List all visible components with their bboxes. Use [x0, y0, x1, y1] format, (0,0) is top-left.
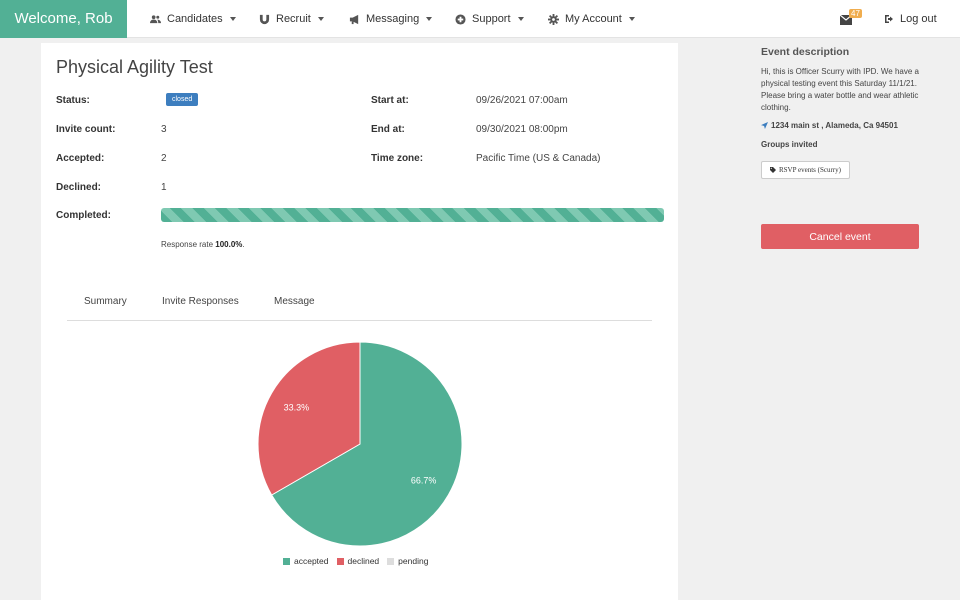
legend-label-declined: declined [347, 556, 380, 566]
group-tag-label: RSVP events (Scurry) [779, 166, 841, 174]
nav-messaging-label: Messaging [366, 13, 420, 25]
legend-swatch-accepted [283, 557, 290, 565]
invite-count-label: Invite count: [56, 124, 116, 135]
magnet-icon [259, 14, 270, 24]
pie-slice-accepted[interactable] [270, 341, 463, 547]
plus-circle-icon [455, 13, 466, 25]
pie-label-accepted: 66.7% [411, 476, 437, 486]
nav-my-account-label: My Account [565, 13, 622, 25]
chevron-down-icon [517, 17, 524, 21]
response-rate: Response rate 100.0%. [161, 240, 245, 249]
group-tag[interactable]: RSVP events (Scurry) [761, 161, 850, 179]
legend-item-declined: declined [336, 556, 380, 566]
legend-swatch-declined [336, 557, 344, 565]
chevron-down-icon [317, 17, 324, 21]
event-address: 1234 main st , Alameda, Ca 94501 [761, 121, 898, 130]
logout-label: Log out [900, 13, 937, 25]
legend-label-pending: pending [398, 556, 429, 566]
logout-link[interactable]: Log out [885, 0, 937, 38]
pie-slice-declined[interactable] [257, 341, 361, 496]
sign-out-icon [885, 15, 893, 23]
nav-support[interactable]: Support [455, 0, 524, 38]
completion-progress-bar [161, 208, 664, 222]
accepted-value: 2 [161, 153, 167, 164]
status-label: Status: [56, 95, 90, 106]
tab-divider [67, 320, 652, 321]
chevron-down-icon [229, 17, 236, 21]
nav-candidates-label: Candidates [167, 13, 223, 25]
groups-invited-heading: Groups invited [761, 140, 818, 149]
bullhorn-icon [349, 14, 359, 24]
end-label: End at: [371, 124, 405, 135]
nav-recruit[interactable]: Recruit [259, 0, 324, 38]
users-icon [150, 14, 161, 23]
start-label: Start at: [371, 95, 409, 106]
gear-icon [548, 13, 559, 25]
event-address-text: 1234 main st , Alameda, Ca 94501 [771, 121, 898, 130]
nav-recruit-label: Recruit [276, 13, 311, 25]
status-badge: closed [166, 93, 199, 106]
tag-icon [770, 167, 776, 173]
legend-item-accepted: accepted [283, 556, 329, 566]
chevron-down-icon [628, 17, 635, 21]
response-rate-prefix: Response rate [161, 240, 216, 249]
chart-legend: accepted declined pending [283, 556, 428, 566]
invite-count-value: 3 [161, 124, 167, 135]
response-rate-suffix: . [242, 240, 245, 249]
tab-summary[interactable]: Summary [84, 296, 127, 307]
event-description-heading: Event description [761, 46, 850, 58]
declined-value: 1 [161, 182, 167, 193]
declined-label: Declined: [56, 182, 102, 193]
cancel-event-button[interactable]: Cancel event [761, 224, 919, 249]
response-pie-chart: 66.7% 33.3% [257, 341, 463, 547]
event-panel: Physical Agility Test Status: closed Inv… [41, 43, 678, 600]
page-title: Physical Agility Test [56, 57, 213, 77]
mail-button[interactable]: 47 [840, 9, 868, 28]
pie-label-declined: 33.3% [284, 402, 310, 412]
welcome-brand[interactable]: Welcome, Rob [0, 0, 127, 38]
start-value: 09/26/2021 07:00am [476, 95, 568, 106]
top-navbar: Welcome, Rob Candidates Recruit Messagin… [0, 0, 960, 38]
completed-label: Completed: [56, 210, 111, 221]
legend-label-accepted: accepted [294, 556, 329, 566]
event-description-text: Hi, this is Officer Scurry with IPD. We … [761, 67, 919, 112]
tab-message[interactable]: Message [274, 296, 315, 307]
location-arrow-icon [761, 122, 768, 129]
accepted-label: Accepted: [56, 153, 105, 164]
nav-messaging[interactable]: Messaging [349, 0, 433, 38]
nav-my-account[interactable]: My Account [548, 0, 635, 38]
mail-count-badge: 47 [849, 9, 862, 18]
response-rate-value: 100.0% [215, 240, 243, 249]
timezone-value: Pacific Time (US & Canada) [476, 153, 601, 164]
legend-item-pending: pending [387, 556, 428, 566]
nav-candidates[interactable]: Candidates [150, 0, 236, 38]
legend-swatch-pending [387, 557, 395, 565]
end-value: 09/30/2021 08:00pm [476, 124, 568, 135]
tab-invite-responses[interactable]: Invite Responses [162, 296, 239, 307]
timezone-label: Time zone: [371, 153, 424, 164]
nav-support-label: Support [472, 13, 511, 25]
chevron-down-icon [426, 17, 433, 21]
